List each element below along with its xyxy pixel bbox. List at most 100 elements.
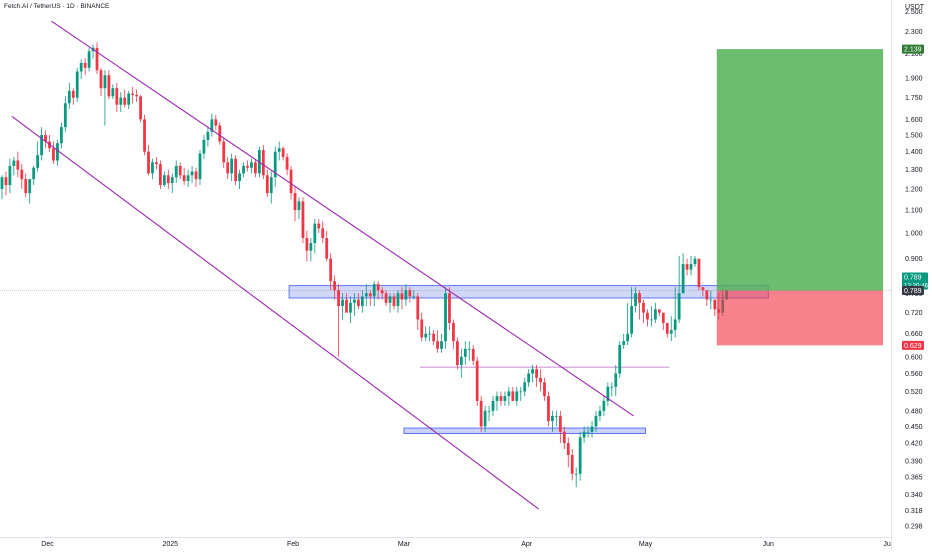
candle[interactable] bbox=[527, 369, 531, 387]
candle[interactable] bbox=[360, 290, 364, 313]
candle[interactable] bbox=[356, 293, 360, 310]
candle[interactable] bbox=[79, 59, 83, 80]
candle[interactable] bbox=[28, 179, 32, 204]
candle[interactable] bbox=[87, 47, 91, 72]
candle[interactable] bbox=[111, 84, 115, 100]
candle[interactable] bbox=[218, 122, 222, 145]
candle[interactable] bbox=[455, 337, 459, 370]
candle[interactable] bbox=[701, 287, 705, 297]
candle[interactable] bbox=[384, 290, 388, 307]
candle[interactable] bbox=[337, 284, 340, 357]
candle[interactable] bbox=[63, 96, 67, 132]
candle[interactable] bbox=[190, 165, 194, 184]
candle[interactable] bbox=[452, 319, 455, 349]
candle[interactable] bbox=[499, 391, 503, 406]
candle[interactable] bbox=[570, 448, 574, 481]
target-zone[interactable] bbox=[716, 49, 884, 291]
candle[interactable] bbox=[400, 287, 404, 310]
candle[interactable] bbox=[503, 391, 507, 406]
candle[interactable] bbox=[246, 160, 249, 172]
candle[interactable] bbox=[99, 67, 103, 97]
candle[interactable] bbox=[269, 171, 273, 204]
candle[interactable] bbox=[661, 312, 665, 331]
candle[interactable] bbox=[91, 44, 95, 59]
channel-upper-line[interactable] bbox=[51, 20, 634, 417]
candle[interactable] bbox=[594, 410, 598, 432]
time-axis[interactable]: Dec 2025 Feb Mar Apr May Jun Ju bbox=[41, 541, 891, 548]
candle[interactable] bbox=[202, 135, 206, 159]
candle[interactable] bbox=[52, 141, 55, 165]
candle[interactable] bbox=[206, 127, 210, 147]
candle[interactable] bbox=[582, 426, 586, 444]
candle[interactable] bbox=[416, 293, 420, 331]
candle[interactable] bbox=[368, 290, 372, 307]
candle[interactable] bbox=[614, 365, 618, 397]
candle[interactable] bbox=[71, 88, 75, 105]
candle[interactable] bbox=[178, 162, 182, 180]
candle[interactable] bbox=[376, 281, 380, 300]
candle[interactable] bbox=[301, 197, 305, 244]
candle[interactable] bbox=[547, 391, 550, 427]
candle[interactable] bbox=[20, 164, 24, 190]
candle[interactable] bbox=[519, 386, 523, 401]
candle[interactable] bbox=[420, 312, 424, 342]
candle[interactable] bbox=[380, 287, 384, 300]
candle[interactable] bbox=[653, 302, 657, 323]
candle[interactable] bbox=[364, 284, 368, 307]
candle[interactable] bbox=[479, 396, 483, 432]
candle[interactable] bbox=[293, 187, 297, 222]
candle[interactable] bbox=[412, 290, 416, 300]
candle[interactable] bbox=[558, 410, 562, 444]
candle[interactable] bbox=[646, 309, 649, 327]
candle[interactable] bbox=[372, 281, 376, 307]
candle[interactable] bbox=[554, 410, 558, 427]
candle[interactable] bbox=[590, 421, 594, 438]
candle[interactable] bbox=[325, 230, 329, 262]
candle[interactable] bbox=[404, 284, 408, 307]
candle[interactable] bbox=[24, 173, 28, 198]
candle[interactable] bbox=[713, 299, 717, 317]
candle[interactable] bbox=[309, 238, 313, 262]
candle[interactable] bbox=[222, 138, 226, 168]
candle[interactable] bbox=[677, 255, 681, 323]
candle[interactable] bbox=[630, 287, 634, 338]
candle[interactable] bbox=[289, 165, 293, 200]
candle[interactable] bbox=[261, 144, 265, 180]
candle[interactable] bbox=[459, 348, 463, 378]
candle[interactable] bbox=[44, 130, 47, 149]
candle[interactable] bbox=[436, 330, 439, 353]
candle[interactable] bbox=[40, 127, 43, 161]
candle[interactable] bbox=[83, 58, 87, 76]
candle[interactable] bbox=[606, 382, 610, 406]
support-zone[interactable] bbox=[403, 427, 646, 434]
candle[interactable] bbox=[16, 151, 20, 178]
candle[interactable] bbox=[642, 299, 645, 323]
candle[interactable] bbox=[107, 70, 111, 100]
candle[interactable] bbox=[333, 275, 337, 300]
candle[interactable] bbox=[75, 67, 79, 102]
candle[interactable] bbox=[135, 89, 139, 102]
candle[interactable] bbox=[523, 377, 527, 397]
candle[interactable] bbox=[578, 431, 582, 481]
candle[interactable] bbox=[535, 365, 538, 387]
candle[interactable] bbox=[705, 290, 709, 307]
candle[interactable] bbox=[67, 82, 71, 110]
candle[interactable] bbox=[285, 153, 289, 176]
candle[interactable] bbox=[194, 167, 198, 188]
candle[interactable] bbox=[709, 290, 713, 310]
candle[interactable] bbox=[317, 219, 321, 234]
candle[interactable] bbox=[495, 391, 499, 411]
candle[interactable] bbox=[408, 287, 412, 303]
candle[interactable] bbox=[511, 386, 515, 401]
candle[interactable] bbox=[4, 171, 8, 196]
entry-price-label[interactable]: 0.789 bbox=[902, 286, 924, 296]
candle[interactable] bbox=[297, 197, 301, 220]
candle[interactable] bbox=[543, 377, 546, 401]
candle[interactable] bbox=[313, 219, 317, 254]
candle[interactable] bbox=[531, 365, 535, 383]
candle[interactable] bbox=[8, 158, 12, 194]
candle[interactable] bbox=[36, 141, 40, 172]
candle[interactable] bbox=[685, 258, 689, 276]
candle[interactable] bbox=[329, 253, 333, 291]
